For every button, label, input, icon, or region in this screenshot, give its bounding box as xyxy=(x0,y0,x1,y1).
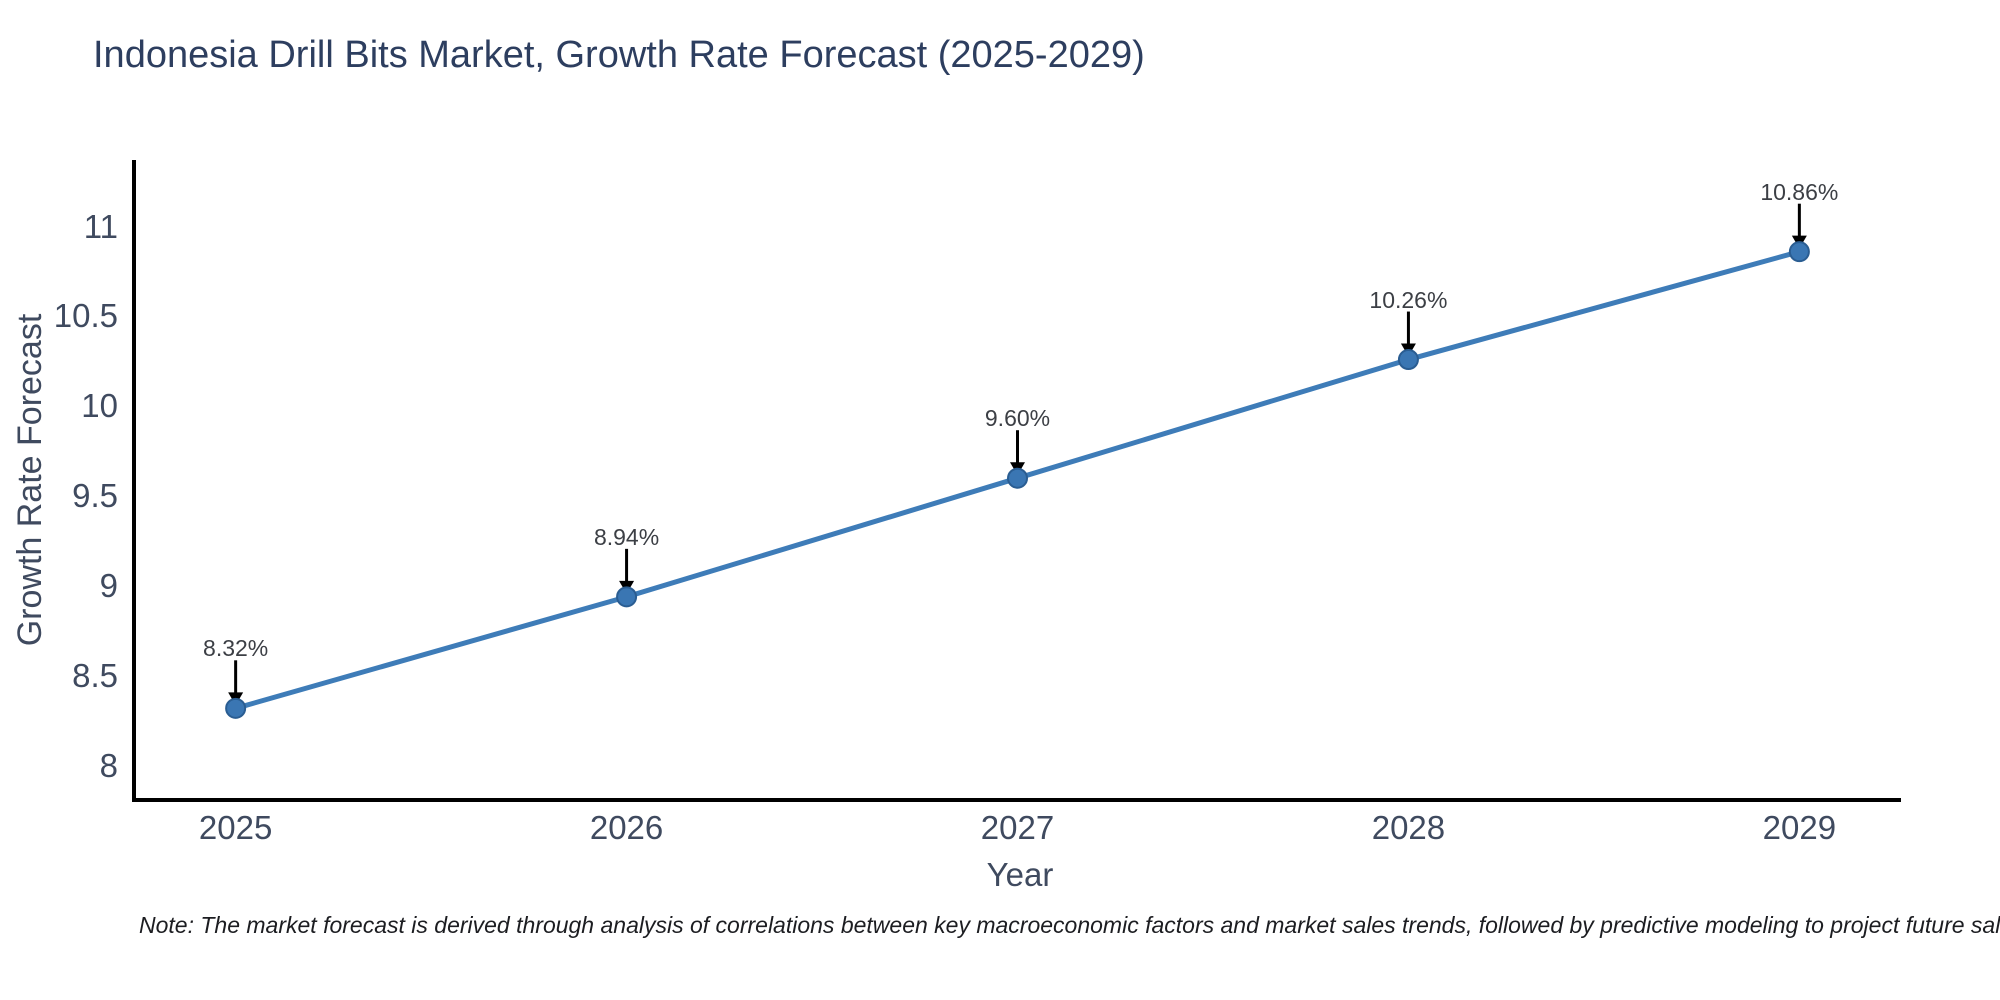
data-point-marker xyxy=(1788,241,1810,263)
point-value-label: 10.86% xyxy=(1760,178,1839,205)
point-value-label: 8.94% xyxy=(593,523,660,550)
point-value-label: 9.60% xyxy=(984,405,1051,432)
data-point-marker xyxy=(616,586,638,608)
y-tick-label: 10 xyxy=(81,387,118,425)
y-tick-label: 8.5 xyxy=(72,656,118,694)
point-value-label: 10.26% xyxy=(1369,286,1448,313)
y-tick-label: 10.5 xyxy=(53,297,118,335)
x-tick-label: 2028 xyxy=(1371,809,1446,846)
x-tick-label: 2029 xyxy=(1762,809,1837,846)
y-tick-label: 11 xyxy=(83,207,118,245)
point-value-label: 8.32% xyxy=(203,635,269,662)
data-point-marker xyxy=(1397,349,1419,371)
y-tick-label: 9 xyxy=(99,567,118,605)
x-tick-label: 2026 xyxy=(589,809,664,846)
y-tick-label: 9.5 xyxy=(72,477,118,515)
footnote: Note: The market forecast is derived thr… xyxy=(139,912,2000,938)
chart-title: Indonesia Drill Bits Market, Growth Rate… xyxy=(93,34,1145,76)
data-point-marker xyxy=(225,697,247,719)
x-tick-label: 2027 xyxy=(980,809,1055,846)
data-point-marker xyxy=(1007,467,1028,489)
y-tick-label: 8 xyxy=(99,746,118,784)
x-axis-title: Year xyxy=(986,856,1054,893)
x-tick-label: 2025 xyxy=(198,809,273,846)
